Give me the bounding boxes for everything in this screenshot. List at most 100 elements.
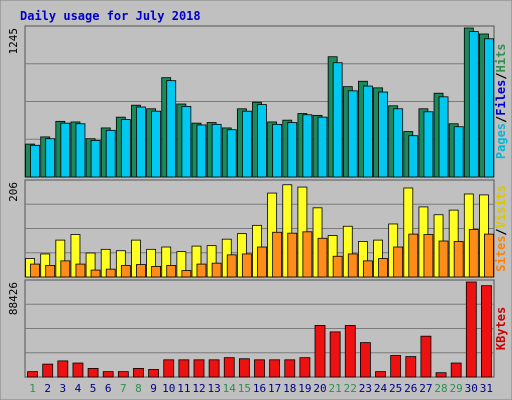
bar-kbytes-day-1 bbox=[27, 371, 38, 378]
panel-visits-sites: 206 Sites/Visits bbox=[7, 179, 508, 278]
bar-sites-day-7 bbox=[120, 265, 131, 278]
x-tick-label-day-14: 14 bbox=[223, 382, 237, 395]
bar-visits-day-7 bbox=[115, 250, 126, 278]
legend-entry-hits: Hits bbox=[494, 43, 508, 72]
x-tick-label-day-2: 2 bbox=[44, 382, 51, 395]
bar-visits-day-13 bbox=[206, 245, 217, 278]
bar-files-day-13 bbox=[211, 123, 222, 178]
bar-kbytes-day-24 bbox=[375, 371, 386, 378]
bar-files-day-10 bbox=[166, 80, 177, 178]
legend-entry-separator: / bbox=[494, 72, 508, 79]
x-tick-label-day-16: 16 bbox=[253, 382, 266, 395]
series-files bbox=[30, 31, 494, 178]
bar-files-day-22 bbox=[347, 90, 358, 178]
bar-sites-day-29 bbox=[453, 241, 464, 278]
x-tick-label-day-9: 9 bbox=[150, 382, 157, 395]
bar-files-day-18 bbox=[287, 122, 298, 178]
bar-visits-day-26 bbox=[403, 187, 414, 278]
bar-kbytes-day-31 bbox=[481, 285, 492, 378]
bar-kbytes-day-26 bbox=[405, 356, 417, 378]
legend-entry-kbytes: KBytes bbox=[494, 307, 508, 350]
x-tick-label-day-30: 30 bbox=[465, 382, 478, 395]
bar-kbytes-day-30 bbox=[465, 281, 477, 378]
bar-sites-day-20 bbox=[317, 237, 328, 278]
bar-kbytes-day-2 bbox=[42, 363, 54, 378]
bar-files-day-27 bbox=[423, 111, 434, 178]
x-tick-label-day-10: 10 bbox=[162, 382, 175, 395]
bar-sites-day-10 bbox=[166, 265, 177, 278]
bar-sites-day-21 bbox=[332, 255, 343, 278]
x-tick-label-day-8: 8 bbox=[135, 382, 142, 395]
x-tick-label-day-31: 31 bbox=[480, 382, 493, 395]
x-tick-label-day-19: 19 bbox=[298, 382, 311, 395]
bar-kbytes-day-5 bbox=[87, 368, 99, 378]
x-tick-label-day-7: 7 bbox=[120, 382, 127, 395]
bar-sites-day-8 bbox=[136, 264, 146, 278]
bar-files-day-1 bbox=[30, 144, 40, 178]
bar-visits-day-6 bbox=[100, 248, 111, 278]
bar-kbytes-day-23 bbox=[360, 342, 371, 378]
bar-files-day-4 bbox=[75, 123, 86, 178]
bar-kbytes-day-18 bbox=[284, 359, 296, 378]
bar-files-day-17 bbox=[272, 123, 283, 178]
legend-entry-separator: / bbox=[494, 228, 508, 235]
bar-kbytes-day-13 bbox=[208, 359, 220, 378]
bar-sites-day-4 bbox=[75, 263, 86, 278]
bar-files-day-15 bbox=[241, 110, 252, 178]
bar-sites-day-16 bbox=[257, 246, 267, 278]
bar-visits-day-12 bbox=[191, 245, 202, 278]
x-tick-label-day-24: 24 bbox=[374, 382, 388, 395]
bar-sites-day-28 bbox=[438, 240, 449, 278]
bar-files-day-30 bbox=[468, 31, 479, 178]
bar-files-day-14 bbox=[226, 129, 237, 178]
bar-visits-day-4 bbox=[70, 234, 81, 278]
series-kbytes bbox=[27, 281, 492, 378]
panel-kbytes: 88426 KBytes bbox=[7, 279, 508, 378]
x-tick-label-day-3: 3 bbox=[60, 382, 67, 395]
bar-files-day-2 bbox=[45, 138, 56, 178]
legend-entry-pages: Pages bbox=[494, 123, 508, 159]
x-tick-label-day-21: 21 bbox=[329, 382, 342, 395]
bar-kbytes-day-4 bbox=[72, 362, 84, 378]
bar-kbytes-day-25 bbox=[390, 355, 402, 378]
bar-kbytes-day-9 bbox=[148, 369, 159, 378]
chart-panels: 1245Pages/Files/Hits206Sites/Visits88426… bbox=[7, 25, 508, 378]
bar-sites-day-14 bbox=[226, 254, 237, 278]
series-sites bbox=[30, 229, 494, 278]
bar-kbytes-day-20 bbox=[314, 325, 326, 378]
x-tick-label-day-27: 27 bbox=[419, 382, 432, 395]
x-tick-label-day-6: 6 bbox=[105, 382, 112, 395]
bar-sites-day-12 bbox=[196, 263, 207, 278]
bar-sites-day-9 bbox=[151, 265, 161, 278]
x-tick-label-day-20: 20 bbox=[313, 382, 326, 395]
bar-sites-day-11 bbox=[181, 270, 192, 278]
x-tick-label-day-29: 29 bbox=[450, 382, 463, 395]
panel-legend: Sites/Visits bbox=[494, 185, 508, 272]
x-axis: 1 2 3 4 5 6 7 8 9 10 11 12 13 14 15 16 17 18 19 20 21 22 23 24 2… bbox=[29, 382, 493, 395]
bar-kbytes-day-10 bbox=[163, 359, 175, 378]
bar-sites-day-22 bbox=[347, 253, 358, 278]
bar-files-day-23 bbox=[363, 85, 373, 178]
bar-files-day-24 bbox=[378, 91, 388, 178]
bar-sites-day-30 bbox=[468, 229, 479, 278]
bar-visits-day-22 bbox=[342, 225, 353, 278]
bar-visits-day-5 bbox=[85, 252, 96, 278]
bar-sites-day-6 bbox=[105, 268, 116, 278]
bar-kbytes-day-3 bbox=[57, 360, 69, 378]
bar-sites-day-26 bbox=[408, 233, 419, 278]
bar-files-day-6 bbox=[105, 129, 116, 178]
y-max-label: 88426 bbox=[7, 282, 20, 315]
y-max-label: 206 bbox=[7, 182, 20, 202]
bar-files-day-19 bbox=[302, 114, 313, 178]
bar-sites-day-15 bbox=[241, 253, 252, 278]
x-tick-label-day-26: 26 bbox=[404, 382, 417, 395]
bar-sites-day-5 bbox=[90, 269, 101, 278]
bar-files-day-12 bbox=[196, 124, 207, 178]
bar-kbytes-day-16 bbox=[254, 359, 265, 378]
x-tick-label-day-11: 11 bbox=[177, 382, 190, 395]
bar-sites-day-24 bbox=[378, 258, 388, 278]
bar-sites-day-18 bbox=[287, 232, 298, 278]
bar-sites-day-3 bbox=[60, 260, 71, 278]
